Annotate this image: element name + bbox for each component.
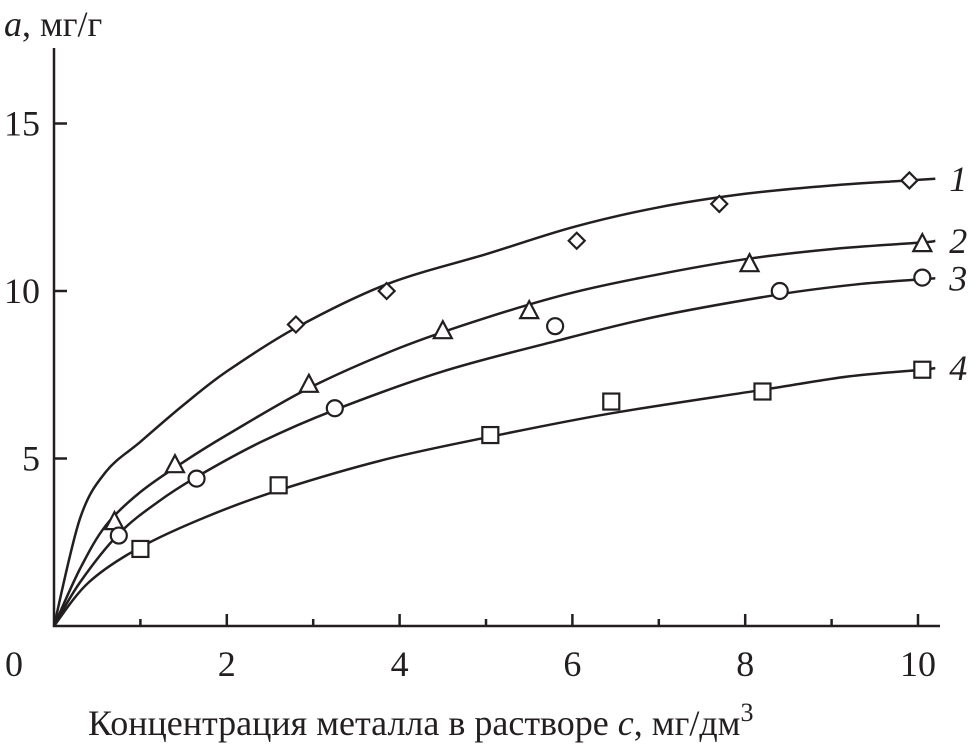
series-2-marker (103, 509, 126, 531)
series-1-label: 1 (949, 159, 967, 199)
series-2-marker (911, 231, 934, 253)
series-2-marker (431, 318, 454, 340)
y-axis-label-symbol: a (4, 4, 22, 44)
x-axis-label-symbol: c (618, 703, 634, 743)
series-1-curve (52, 177, 936, 627)
series-2-marker (164, 452, 186, 474)
series-1-marker (286, 314, 306, 335)
y-axis-label-unit: , мг/г (22, 4, 102, 44)
series-4-marker (481, 425, 500, 445)
x-tick-label: 8 (736, 644, 754, 684)
x-axis-label-superscript: 3 (740, 698, 753, 727)
series-2-marker (298, 372, 320, 393)
series-3-label: 3 (948, 258, 967, 298)
series-3-marker (770, 281, 789, 301)
series-4-curve (53, 366, 936, 627)
series-1-marker (567, 231, 587, 251)
x-axis-label-text: Концентрация металла в растворе (88, 703, 618, 743)
series-1-marker (899, 170, 919, 191)
series-3-marker (546, 317, 565, 336)
axis-lines (52, 48, 940, 628)
x-axis-label: Концентрация металла в растворе c, мг/дм… (88, 698, 753, 743)
y-tick-label: 10 (4, 271, 40, 311)
origin-label: 0 (5, 644, 23, 684)
series-curves (52, 177, 937, 627)
series-3-curve (52, 277, 936, 627)
x-tick-label: 2 (218, 644, 236, 684)
series-2-marker (518, 298, 541, 320)
series-1-marker (377, 281, 397, 301)
series-3-marker (913, 268, 932, 287)
y-axis-label: a, мг/г (4, 4, 102, 44)
axis-labels: a, мг/г Концентрация металла в растворе … (4, 4, 753, 743)
series-2-label: 2 (949, 221, 967, 261)
series-4-marker (131, 539, 150, 559)
series-markers: 1 23 4 (103, 159, 967, 559)
x-tick-label: 4 (391, 644, 409, 684)
series-4-marker (269, 476, 288, 495)
series-1-marker (709, 194, 729, 214)
series-2-curve (52, 239, 937, 627)
series-4-marker (753, 382, 772, 401)
axes: 2 4 6 8 10 5 10 15 0 (4, 48, 940, 684)
y-tick-label: 15 (4, 104, 40, 144)
series-4-label: 4 (949, 348, 967, 388)
series-3-marker (109, 526, 128, 545)
series-3-marker (325, 399, 344, 418)
series-4-marker (913, 360, 932, 379)
series-4-marker (602, 392, 621, 411)
x-tick-label: 6 (563, 644, 581, 684)
series-2-marker (738, 251, 761, 273)
y-tick-label: 5 (22, 439, 40, 479)
x-axis-label-unit: , мг/дм (634, 703, 741, 743)
series-3-marker (187, 469, 206, 488)
x-tick-label: 10 (900, 644, 936, 684)
